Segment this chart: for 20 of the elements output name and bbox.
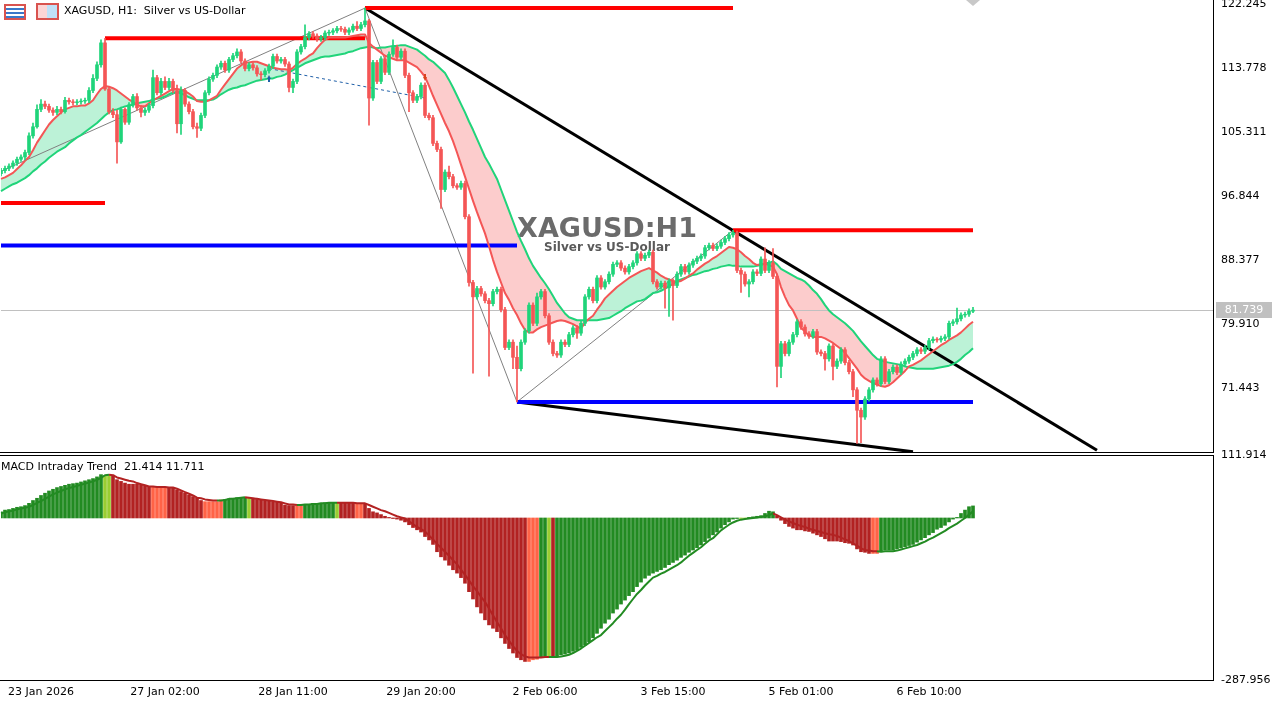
- y-tick-label: 88.377: [1221, 252, 1260, 266]
- x-tick-label: 6 Feb 10:00: [896, 685, 962, 699]
- x-tick-label: 29 Jan 20:00: [386, 685, 456, 699]
- x-tick-label: 5 Feb 01:00: [768, 685, 834, 699]
- y-tick-label: 79.910: [1221, 316, 1260, 330]
- x-tick-label: 28 Jan 11:00: [258, 685, 328, 699]
- ref-line-label: 81.739: [1216, 302, 1272, 318]
- y-tick-label: 113.778: [1221, 60, 1267, 74]
- x-tick-label: 27 Jan 02:00: [130, 685, 200, 699]
- chart-title: MACD Intraday Trend 21.414 11.711: [1, 460, 205, 473]
- x-tick-label: 3 Feb 15:00: [640, 685, 706, 699]
- x-tick-label: 23 Jan 2026: [8, 685, 74, 699]
- annotation: Silver vs US-Dollar: [544, 240, 670, 254]
- y-tick-label: 71.443: [1221, 380, 1260, 394]
- y-tick-label: 105.311: [1221, 124, 1267, 138]
- y-tick-label: 96.844: [1221, 188, 1260, 202]
- x-tick-label: 2 Feb 06:00: [512, 685, 578, 699]
- y-tick-label: -287.956: [1221, 672, 1271, 686]
- chart-title: XAGUSD, H1: Silver vs US-Dollar: [64, 4, 246, 17]
- y-tick-label: 111.914: [1221, 447, 1267, 461]
